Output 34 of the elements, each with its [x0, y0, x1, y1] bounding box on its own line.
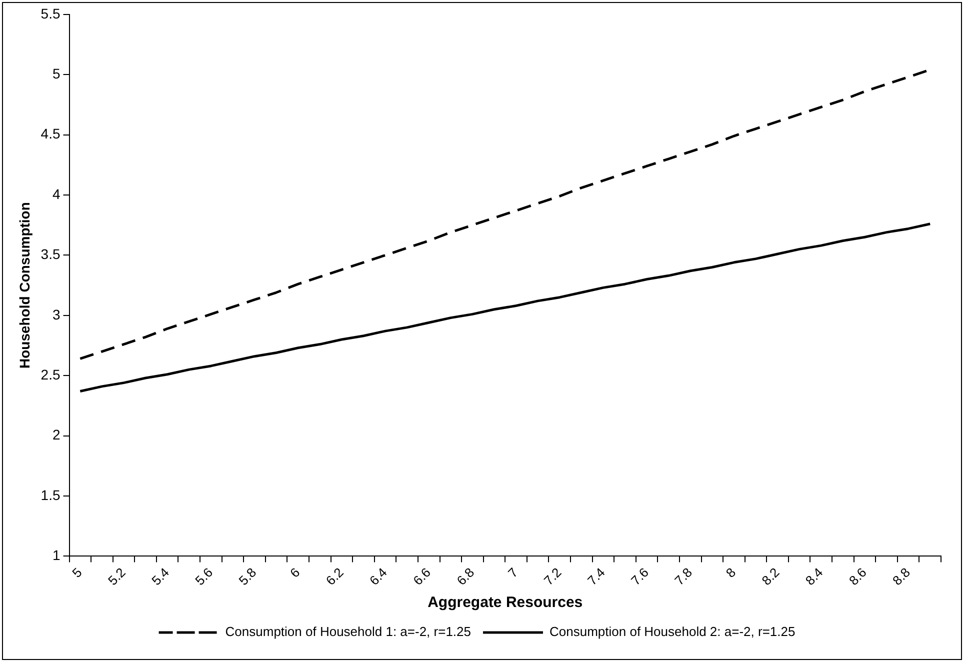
x-tick-label: 6.4 — [366, 564, 390, 588]
y-axis-title: Household Consumption — [16, 202, 32, 369]
x-tick-label: 8.8 — [890, 564, 913, 588]
legend-label: Consumption of Household 2: a=-2, r=1.25 — [550, 624, 796, 640]
x-tick-label: 6 — [287, 564, 303, 580]
y-tick-label: 1 — [52, 547, 60, 564]
x-tick-label: 7.4 — [584, 564, 608, 588]
x-tick-label: 6.6 — [410, 564, 434, 588]
y-tick-label: 5 — [52, 65, 60, 82]
y-tick-label: 1.5 — [40, 486, 60, 503]
y-tick-label: 2.5 — [40, 366, 60, 382]
x-tick-label: 5.2 — [105, 564, 128, 588]
y-tick-label: 3 — [52, 306, 60, 322]
y-tick-label: 5.5 — [40, 5, 60, 22]
x-tick-label: 5.8 — [236, 564, 260, 588]
x-axis-title: Aggregate Resources — [428, 594, 583, 612]
x-tick-label: 7 — [504, 564, 521, 580]
x-tick-label: 7.8 — [672, 564, 696, 588]
x-tick-label: 5 — [69, 564, 85, 580]
y-tick-label: 4.5 — [40, 126, 60, 142]
y-tick-label: 4 — [52, 186, 60, 202]
x-tick-label: 5.6 — [192, 564, 216, 588]
x-tick-label: 8 — [722, 564, 739, 580]
x-tick-label: 7.6 — [628, 564, 652, 588]
x-tick-label: 8.6 — [846, 564, 870, 588]
x-tick-label: 6.2 — [322, 564, 346, 588]
y-tick-label: 2 — [52, 426, 60, 443]
x-tick-label: 8.4 — [802, 564, 826, 588]
x-tick-label: 7.2 — [540, 564, 564, 588]
x-tick-label: 5.4 — [148, 564, 172, 588]
y-tick-label: 3.5 — [40, 246, 60, 262]
x-tick-label: 8.2 — [758, 564, 782, 588]
legend-label: Consumption of Household 1: a=-2, r=1.25 — [225, 624, 472, 640]
x-tick-label: 6.8 — [454, 564, 478, 588]
